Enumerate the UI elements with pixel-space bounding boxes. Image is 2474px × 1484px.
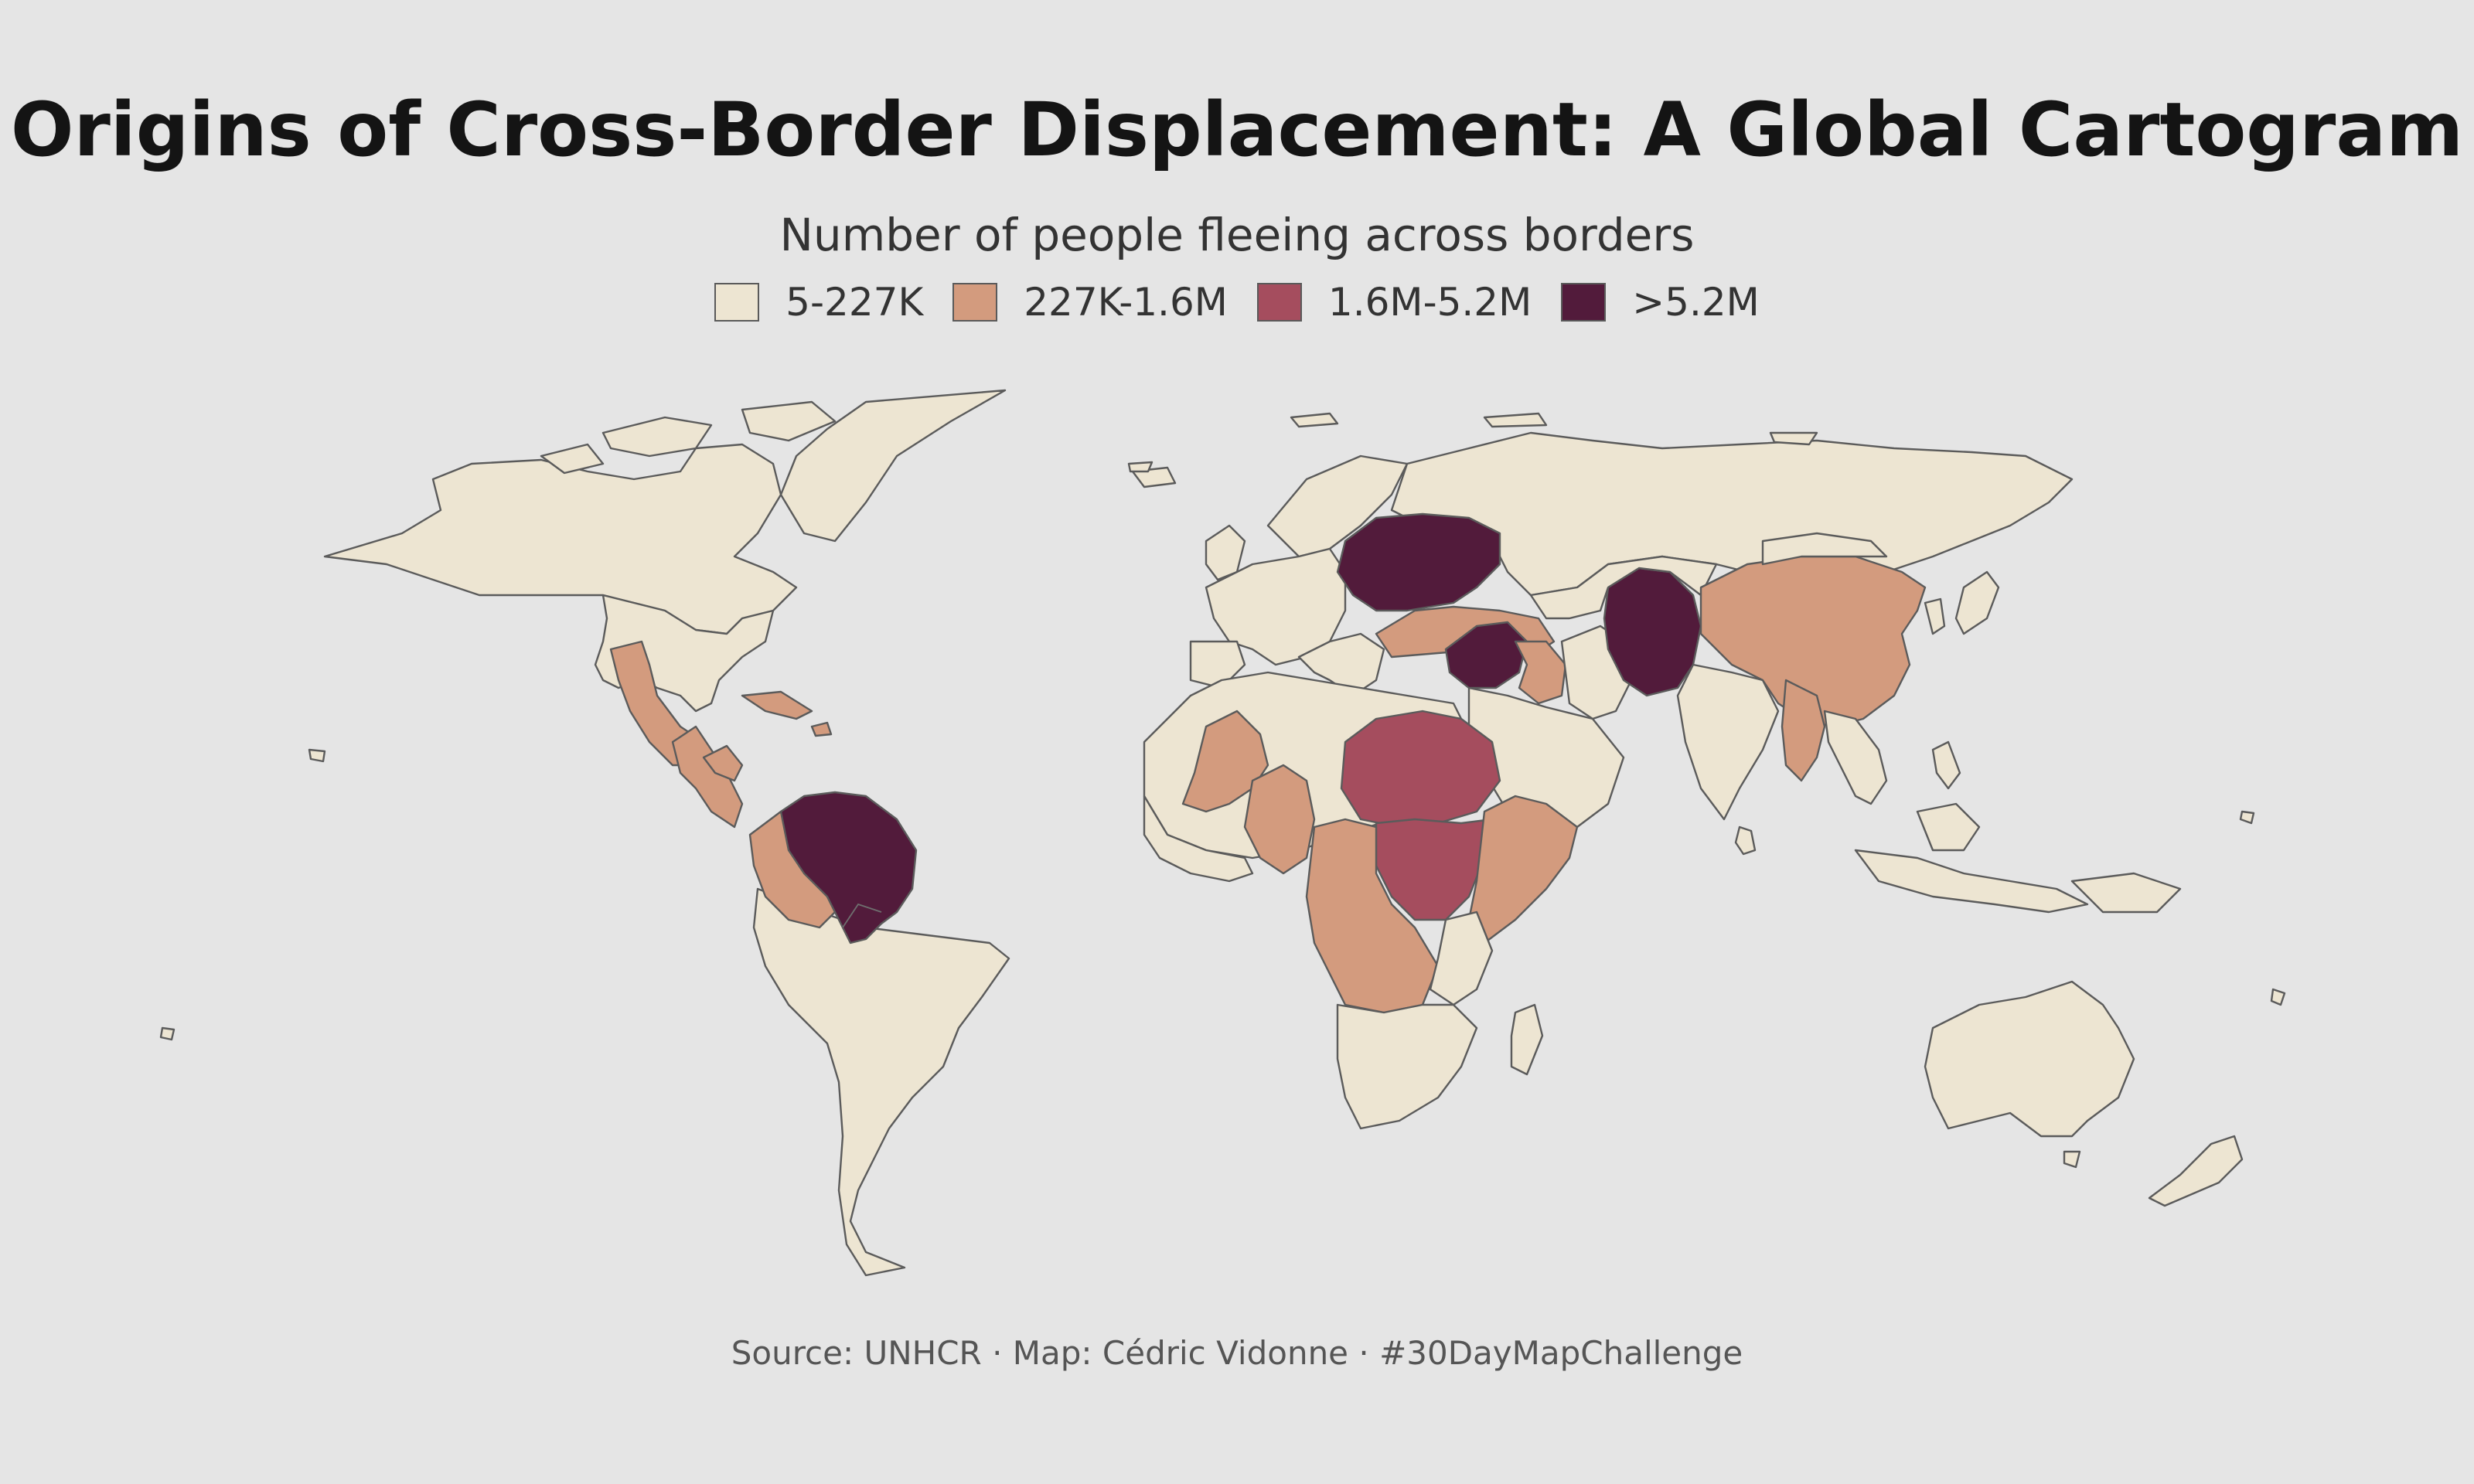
nigeria: [1243, 764, 1316, 875]
canada: [323, 443, 798, 635]
iberia: [1189, 640, 1246, 689]
south-sudan: [1375, 818, 1494, 921]
japan: [1954, 570, 2000, 635]
island: [1127, 461, 1154, 473]
africa: [1143, 671, 1579, 1130]
middle-east: [1375, 555, 1718, 836]
venezuela: [779, 791, 918, 945]
iraq: [1514, 640, 1567, 705]
island: [159, 1026, 175, 1041]
border-line: [842, 903, 882, 928]
myanmar: [1781, 679, 1826, 782]
legend-label: 5-227K: [785, 280, 924, 325]
arctic-islands: [540, 443, 605, 475]
greenland: [779, 389, 1007, 543]
legend: 5-227K 227K-1.6M 1.6M-5.2M >5.2M: [0, 280, 2474, 325]
island: [1769, 431, 1818, 446]
central-america: [671, 725, 744, 829]
sudan: [1340, 710, 1501, 829]
island: [308, 748, 326, 763]
world-cartogram: [159, 389, 2286, 1277]
southeast-asia: [1823, 710, 1888, 805]
legend-swatch-2: [952, 283, 998, 322]
legend-item: 1.6M-5.2M: [1256, 280, 1532, 325]
legend-swatch-3: [1256, 283, 1302, 322]
legend-swatch-1: [714, 283, 760, 322]
usa: [594, 594, 775, 713]
new-zealand: [2148, 1135, 2244, 1207]
arctic-islands: [601, 416, 713, 458]
west-africa: [1143, 795, 1254, 883]
southern-africa: [1336, 1003, 1478, 1130]
island: [2239, 810, 2255, 825]
source-caption: Source: UNHCR · Map: Cédric Vidonne · #3…: [731, 1334, 1743, 1372]
ethiopia-somalia: [1467, 795, 1579, 945]
legend-label: 1.6M-5.2M: [1327, 280, 1532, 325]
island: [1290, 412, 1339, 428]
russia: [1390, 431, 2074, 597]
balkans: [1297, 632, 1385, 697]
oceania: [1924, 980, 2244, 1207]
caribbean: [810, 721, 833, 737]
legend-label: >5.2M: [1632, 280, 1760, 325]
mongolia: [1761, 532, 1888, 566]
tasmania: [2063, 1150, 2081, 1169]
syria: [1444, 621, 1528, 689]
legend-item: 5-227K: [714, 280, 923, 325]
korea: [1924, 597, 1946, 635]
europe: [1131, 431, 2074, 697]
iceland: [1131, 466, 1177, 488]
island: [2270, 988, 2286, 1006]
madagascar: [1510, 1003, 1544, 1076]
south-america-mainland: [752, 887, 1010, 1277]
small-islands: [159, 412, 2286, 1041]
indonesia: [1854, 849, 2089, 914]
north-america: [323, 389, 1007, 829]
sri-lanka: [1734, 825, 1757, 856]
central-asia: [1529, 555, 1718, 620]
legend-swatch-4: [1561, 283, 1607, 322]
ukraine: [1336, 512, 1501, 612]
drc: [1305, 818, 1440, 1014]
arctic-islands: [741, 400, 837, 442]
borneo: [1916, 802, 1981, 852]
east-africa: [1429, 910, 1494, 1006]
island: [1483, 412, 1548, 428]
south-america: [748, 791, 1010, 1277]
legend-item: 227K-1.6M: [952, 280, 1228, 325]
new-guinea: [2070, 872, 2182, 914]
central-america: [702, 744, 744, 782]
legend-label: 227K-1.6M: [1024, 280, 1228, 325]
philippines: [1931, 740, 1961, 790]
india: [1676, 663, 1780, 821]
legend-item: >5.2M: [1561, 280, 1760, 325]
map-title: Origins of Cross-Border Displacement: A …: [10, 87, 2464, 173]
cuba: [741, 690, 813, 720]
mali: [1181, 710, 1269, 813]
legend-title: Number of people fleeing across borders: [779, 209, 1695, 261]
australia: [1924, 980, 2135, 1138]
asia: [1676, 532, 2182, 914]
